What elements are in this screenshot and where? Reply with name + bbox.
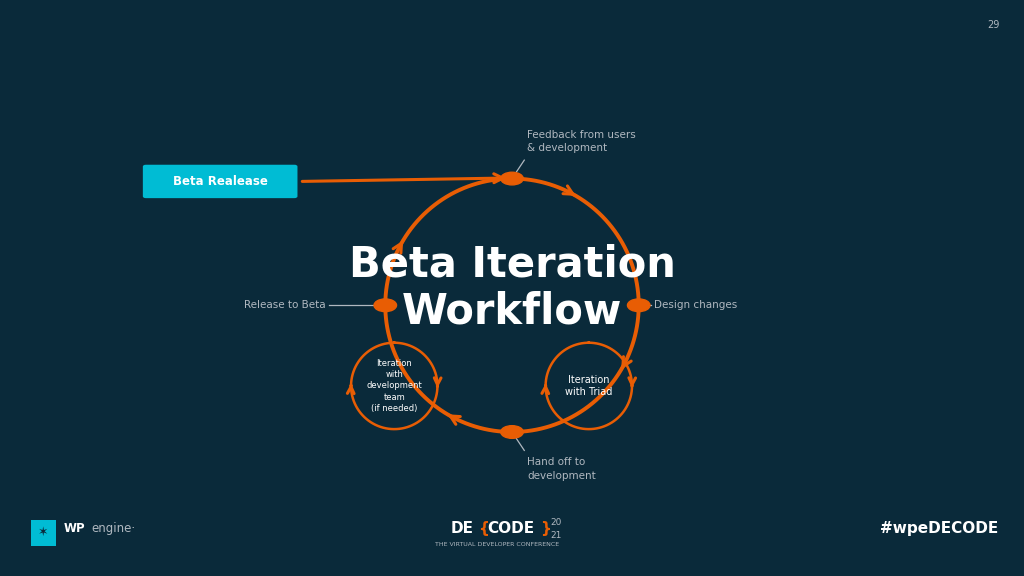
Text: 21: 21 [550, 530, 561, 540]
Text: ✶: ✶ [38, 526, 49, 539]
Text: Release to Beta: Release to Beta [245, 300, 326, 310]
Text: }: } [540, 521, 551, 536]
Text: Beta Iteration
Workflow: Beta Iteration Workflow [348, 244, 676, 332]
Circle shape [501, 426, 523, 438]
Text: #wpeDECODE: #wpeDECODE [881, 521, 998, 536]
Text: {: { [478, 521, 489, 536]
Text: Feedback from users
& development: Feedback from users & development [527, 130, 636, 153]
Text: CODE: CODE [487, 521, 535, 536]
Text: engine·: engine· [91, 522, 135, 535]
Text: WP: WP [63, 522, 85, 535]
Text: DE: DE [451, 521, 473, 536]
FancyBboxPatch shape [143, 165, 297, 198]
Text: 20: 20 [550, 518, 561, 527]
Text: 29: 29 [987, 20, 999, 30]
Text: Iteration
with
development
team
(if needed): Iteration with development team (if need… [367, 359, 422, 412]
Text: Beta Realease: Beta Realease [173, 175, 267, 188]
Text: Design changes: Design changes [654, 300, 737, 310]
Circle shape [628, 299, 650, 312]
Circle shape [501, 172, 523, 185]
Text: THE VIRTUAL DEVELOPER CONFERENCE: THE VIRTUAL DEVELOPER CONFERENCE [434, 542, 559, 547]
FancyBboxPatch shape [31, 520, 56, 546]
Circle shape [374, 299, 396, 312]
Text: Iteration
with Triad: Iteration with Triad [565, 375, 612, 397]
Text: Hand off to
development: Hand off to development [527, 457, 596, 480]
